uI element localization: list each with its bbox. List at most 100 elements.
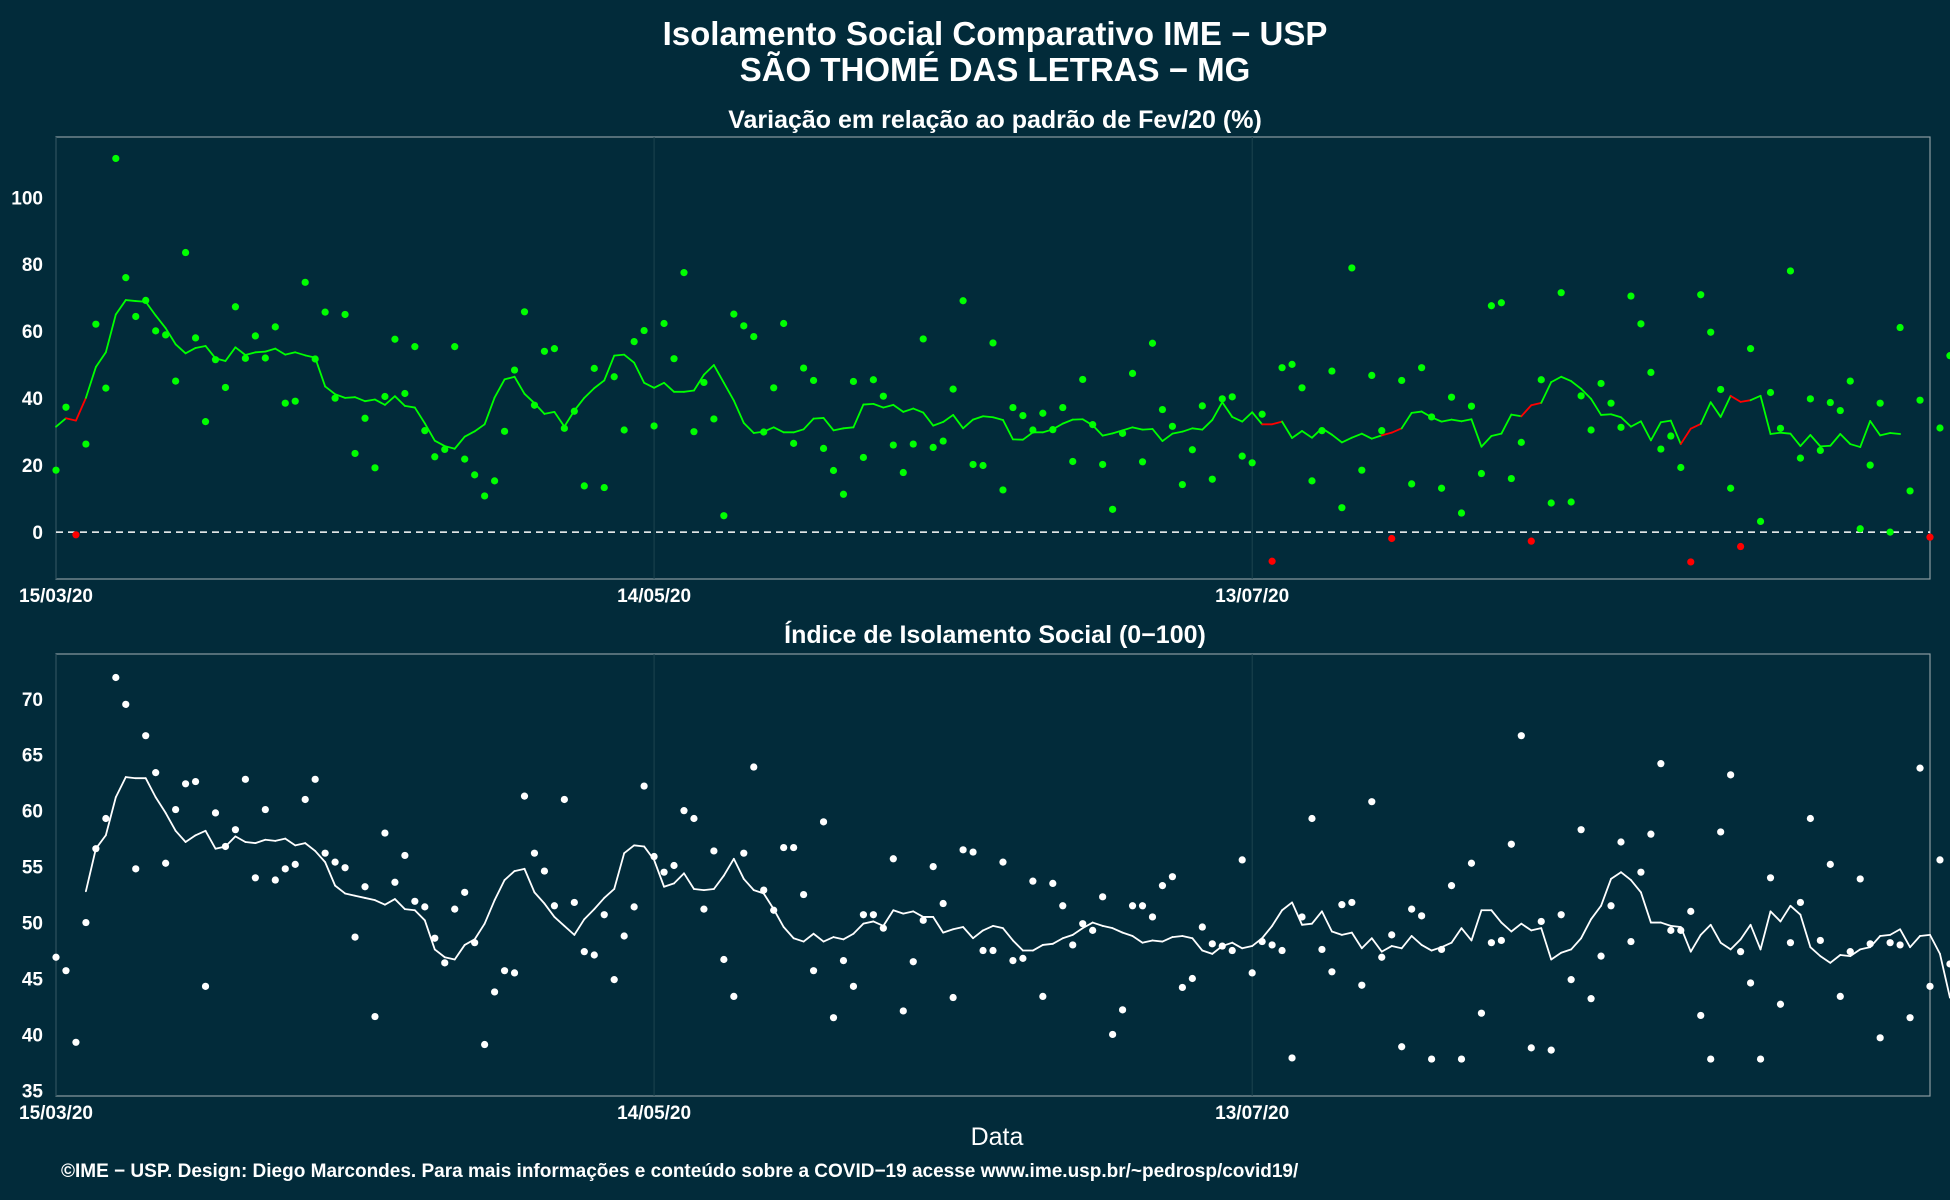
daily-point xyxy=(1697,1011,1705,1020)
daily-point xyxy=(52,466,60,474)
moving-average-segment xyxy=(1799,913,1812,949)
moving-average-segment xyxy=(1002,419,1014,441)
moving-average-segment xyxy=(1111,927,1124,934)
daily-point xyxy=(1427,1055,1436,1063)
daily-point xyxy=(62,967,70,975)
daily-point xyxy=(1039,409,1047,417)
moving-average-segment xyxy=(1301,430,1313,439)
moving-average-segment xyxy=(65,417,77,422)
moving-average-segment xyxy=(274,347,287,356)
daily-point xyxy=(1587,995,1595,1003)
daily-point xyxy=(201,418,210,426)
moving-average-segment xyxy=(1410,935,1423,946)
daily-point xyxy=(1916,764,1924,772)
daily-point xyxy=(311,355,319,363)
daily-point xyxy=(1717,828,1725,836)
moving-average-segment xyxy=(1640,420,1652,442)
moving-average-segment xyxy=(603,354,616,382)
moving-average-segment xyxy=(663,381,675,393)
moving-average-segment xyxy=(264,347,277,353)
moving-average-segment xyxy=(1590,904,1602,921)
moving-average-segment xyxy=(922,411,935,427)
daily-point xyxy=(1866,461,1874,469)
moving-average-segment xyxy=(673,872,685,885)
daily-point xyxy=(172,805,180,814)
daily-point xyxy=(1378,427,1386,435)
moving-average-segment xyxy=(842,932,855,941)
daily-point xyxy=(52,953,60,961)
daily-point xyxy=(889,855,897,863)
daily-point xyxy=(1298,913,1306,921)
moving-average-segment xyxy=(374,398,386,406)
daily-point xyxy=(1497,299,1505,307)
moving-average-segment xyxy=(653,381,665,389)
daily-point xyxy=(839,490,848,498)
moving-average-segment xyxy=(1490,909,1503,924)
daily-point xyxy=(899,1007,907,1015)
daily-point xyxy=(1238,452,1246,460)
daily-point xyxy=(859,453,868,462)
daily-point xyxy=(321,849,329,857)
moving-average-segment xyxy=(413,909,426,922)
moving-average-segment xyxy=(1331,930,1343,936)
daily-point xyxy=(889,441,897,449)
daily-point xyxy=(1667,926,1675,934)
daily-point xyxy=(570,407,578,415)
daily-point xyxy=(879,392,887,400)
y-tick-label: 20 xyxy=(22,456,43,477)
y-tick-label: 80 xyxy=(22,255,43,276)
daily-point xyxy=(301,795,309,804)
daily-point xyxy=(530,849,539,857)
moving-average-segment xyxy=(384,898,396,906)
moving-average-segment xyxy=(1331,433,1343,444)
daily-point xyxy=(969,460,977,469)
moving-average-segment xyxy=(1879,933,1892,937)
daily-point xyxy=(391,878,399,886)
moving-average-segment xyxy=(334,393,346,399)
daily-point xyxy=(1836,992,1844,1001)
daily-point xyxy=(1687,907,1695,915)
moving-average-segment xyxy=(493,378,506,399)
daily-point xyxy=(1348,264,1356,272)
daily-point xyxy=(142,732,150,740)
moving-average-segment xyxy=(114,299,127,316)
moving-average-segment xyxy=(403,908,416,912)
moving-average-segment xyxy=(912,407,925,414)
moving-average-segment xyxy=(374,899,386,906)
daily-point xyxy=(1746,979,1755,987)
moving-average-segment xyxy=(1271,420,1283,426)
moving-average-segment xyxy=(1689,423,1702,430)
daily-point xyxy=(1527,1044,1535,1052)
daily-point xyxy=(1786,939,1795,947)
moving-average-segment xyxy=(1450,418,1463,423)
daily-point xyxy=(660,319,668,328)
daily-point xyxy=(1846,948,1854,956)
moving-average-segment xyxy=(1669,925,1682,928)
daily-point xyxy=(1507,840,1515,848)
moving-average-segment xyxy=(1899,928,1911,949)
moving-average-segment xyxy=(154,796,167,814)
daily-point xyxy=(311,775,319,783)
daily-point xyxy=(231,303,240,311)
daily-point xyxy=(1717,385,1725,394)
daily-point xyxy=(1198,402,1206,410)
daily-point xyxy=(221,383,230,392)
moving-average-segment xyxy=(304,842,317,852)
moving-average-segment xyxy=(952,414,964,430)
moving-average-segment xyxy=(942,414,955,423)
daily-point xyxy=(640,782,648,790)
y-tick-label: 35 xyxy=(22,1081,44,1102)
moving-average-segment xyxy=(1161,936,1174,943)
daily-point xyxy=(790,439,798,447)
moving-average-segment xyxy=(1789,904,1802,916)
daily-point xyxy=(461,888,469,896)
moving-average-segment xyxy=(982,925,994,932)
daily-point xyxy=(1737,948,1745,956)
moving-average-segment xyxy=(1291,901,1303,926)
moving-average-segment xyxy=(1550,951,1563,961)
daily-point xyxy=(809,376,818,385)
moving-average-segment xyxy=(1679,427,1692,445)
daily-point xyxy=(770,906,778,914)
x-tick-label: 13/07/20 xyxy=(1215,1103,1289,1124)
daily-point xyxy=(1148,913,1157,921)
